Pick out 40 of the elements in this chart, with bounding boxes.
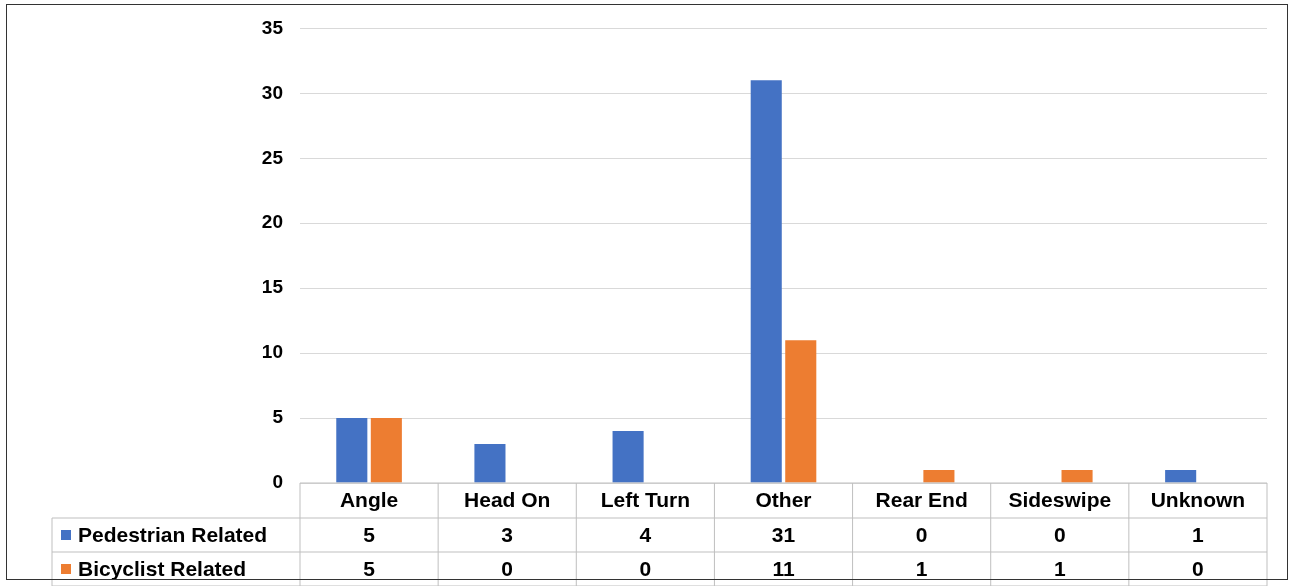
x-tick-label: Angle — [339, 488, 399, 512]
data-label: 5 — [363, 556, 376, 580]
legend-label: Pedestrian Related — [78, 522, 268, 546]
data-label: 5 — [363, 522, 376, 546]
x-tick-label: Sideswipe — [1008, 488, 1112, 512]
bar — [1061, 470, 1093, 483]
x-tick-label: Unknown — [1150, 488, 1246, 512]
y-tick-label: 0 — [272, 471, 283, 493]
x-tick-label: Other — [755, 488, 812, 512]
y-tick-label: 30 — [261, 81, 283, 103]
x-tick-label: Left Turn — [600, 488, 691, 512]
y-tick-label: 10 — [261, 341, 283, 363]
bar — [1165, 470, 1197, 483]
data-label: 4 — [639, 522, 652, 546]
data-label: 31 — [771, 522, 796, 546]
bar — [923, 470, 955, 483]
data-label: 0 — [1053, 522, 1066, 546]
bar — [785, 340, 817, 483]
legend-label: Bicyclist Related — [78, 556, 247, 580]
data-label: 1 — [1192, 522, 1205, 546]
data-label: 11 — [772, 556, 795, 580]
x-tick-label: Head On — [464, 488, 551, 512]
y-tick-label: 15 — [261, 276, 284, 298]
bar — [612, 431, 644, 483]
y-tick-label: 20 — [261, 211, 283, 233]
bar — [370, 418, 402, 483]
y-tick-label: 5 — [272, 406, 284, 428]
y-tick-label: 25 — [261, 146, 284, 168]
data-label: 0 — [1192, 556, 1204, 580]
data-label: 3 — [501, 522, 514, 546]
data-label: 1 — [915, 556, 928, 580]
bar — [336, 418, 368, 483]
data-label: 1 — [1053, 556, 1066, 580]
y-tick-label: 35 — [261, 16, 284, 38]
bar — [750, 80, 782, 483]
data-label: 0 — [639, 556, 652, 580]
x-tick-label: Rear End — [875, 488, 968, 512]
data-label: 0 — [915, 522, 928, 546]
data-label: 0 — [501, 556, 514, 580]
bar — [474, 444, 506, 483]
